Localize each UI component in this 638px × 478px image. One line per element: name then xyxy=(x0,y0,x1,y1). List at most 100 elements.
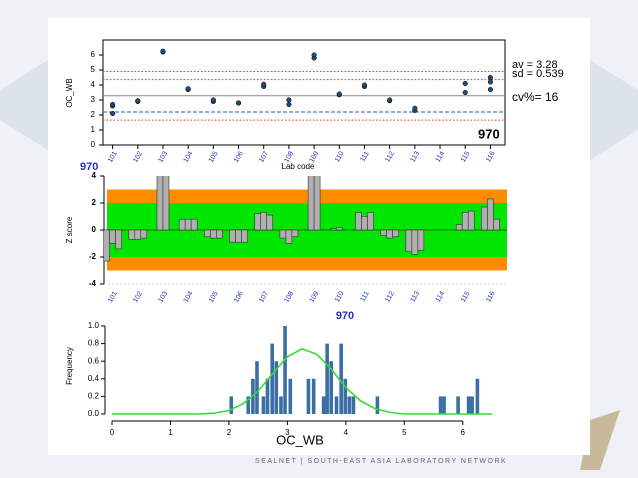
annotation: cv%= 16 xyxy=(512,90,559,104)
data-point xyxy=(487,79,493,85)
fit-curve xyxy=(112,348,492,415)
x-tick-label: 114 xyxy=(435,290,447,303)
hist-bar xyxy=(306,378,311,414)
data-point xyxy=(487,86,493,93)
data-point xyxy=(286,101,292,108)
x-tick-label: 104 xyxy=(183,290,195,304)
hist-bar xyxy=(283,326,287,414)
x-tick-label: 103 xyxy=(157,290,169,304)
bar xyxy=(367,212,374,231)
x-tick-label: 107 xyxy=(258,150,270,164)
x-tick-label: 108 xyxy=(283,290,295,304)
bar xyxy=(229,229,236,243)
y-axis-label: Z score xyxy=(65,216,74,243)
bar xyxy=(260,212,268,231)
data-point xyxy=(261,81,267,87)
hist-bar xyxy=(347,396,352,414)
hist-bar xyxy=(475,378,480,414)
hist-bar xyxy=(229,396,234,414)
bar xyxy=(329,228,337,231)
bar xyxy=(461,212,469,231)
y-tick-label: 5 xyxy=(91,65,96,74)
x-tick-label: 111 xyxy=(359,150,370,163)
bar xyxy=(417,229,425,251)
x-tick-label: 113 xyxy=(410,150,422,163)
x-tick-label: 113 xyxy=(410,290,422,303)
y-tick-label: 0.8 xyxy=(88,339,100,348)
data-point xyxy=(412,105,418,111)
x-tick-label: 112 xyxy=(384,150,396,163)
annotation: av = 3.28 xyxy=(512,59,558,71)
data-point xyxy=(462,80,468,87)
plot-frame xyxy=(102,39,506,146)
bar xyxy=(313,176,321,231)
x-tick-label: 102 xyxy=(132,150,144,164)
data-point xyxy=(185,86,191,92)
hist-bar xyxy=(334,396,339,414)
x-tick-label: 106 xyxy=(233,150,245,164)
decor xyxy=(0,60,48,150)
bar xyxy=(134,229,142,240)
y-tick-label: -2 xyxy=(89,252,97,261)
hist-bar xyxy=(274,361,279,414)
bar xyxy=(190,218,198,231)
x-tick-label: 105 xyxy=(208,290,220,304)
x-tick-label: 110 xyxy=(334,290,346,303)
bar xyxy=(467,210,475,231)
y-tick-label: 2 xyxy=(91,110,96,119)
x-axis-label: OC_WB xyxy=(276,432,324,447)
data-point xyxy=(336,91,342,97)
decor xyxy=(590,60,638,160)
hist-bar xyxy=(329,361,334,414)
data-point xyxy=(110,110,116,117)
data-point xyxy=(387,97,393,103)
x-tick-label: 103 xyxy=(157,150,169,164)
bar xyxy=(241,229,248,243)
data-point xyxy=(487,74,493,81)
bar xyxy=(487,198,494,231)
hist-bar xyxy=(339,343,343,414)
bar xyxy=(411,229,419,255)
bar xyxy=(266,214,274,231)
x-tick-label: 108 xyxy=(283,150,295,164)
bar xyxy=(128,229,136,240)
x-tick-label: 3 xyxy=(285,428,290,437)
bar xyxy=(355,212,362,231)
x-tick-label: 0 xyxy=(110,428,115,437)
bar xyxy=(109,229,116,244)
x-tick-label: 109 xyxy=(309,150,321,164)
bar xyxy=(184,218,192,231)
data-point xyxy=(210,97,216,103)
y-axis-label: OC_WB xyxy=(65,78,74,107)
hist-bar xyxy=(325,343,329,414)
annotation: 970 xyxy=(478,126,500,141)
bar xyxy=(235,229,242,243)
bar xyxy=(210,229,217,239)
x-tick-label: 5 xyxy=(402,428,407,437)
data-point xyxy=(311,52,317,58)
bar xyxy=(291,229,299,238)
y-tick-label: 6 xyxy=(91,50,96,59)
bar xyxy=(392,229,399,238)
y-tick-label: 2 xyxy=(92,198,97,207)
x-tick-label: 1 xyxy=(168,428,173,437)
data-point xyxy=(160,48,166,54)
y-tick-label: 0 xyxy=(92,225,97,234)
footer: SEALNET | SOUTH-EAST ASIA LABORATORY NET… xyxy=(255,458,507,465)
bar xyxy=(481,206,488,231)
hist-bar xyxy=(279,396,283,414)
hist-bar xyxy=(438,396,443,414)
bar xyxy=(216,229,223,239)
x-axis-label: Lab code xyxy=(282,162,315,171)
data-point xyxy=(462,89,468,96)
y-tick-label: -4 xyxy=(89,279,97,288)
x-tick-label: 101 xyxy=(107,290,119,304)
x-tick-label: 107 xyxy=(258,290,270,304)
bar xyxy=(104,229,110,262)
x-tick-label: 106 xyxy=(233,290,245,304)
annotation: sd = 0.539 xyxy=(512,68,564,80)
chart-title: 970 xyxy=(336,310,354,322)
bar xyxy=(455,224,463,231)
bar xyxy=(204,229,211,238)
